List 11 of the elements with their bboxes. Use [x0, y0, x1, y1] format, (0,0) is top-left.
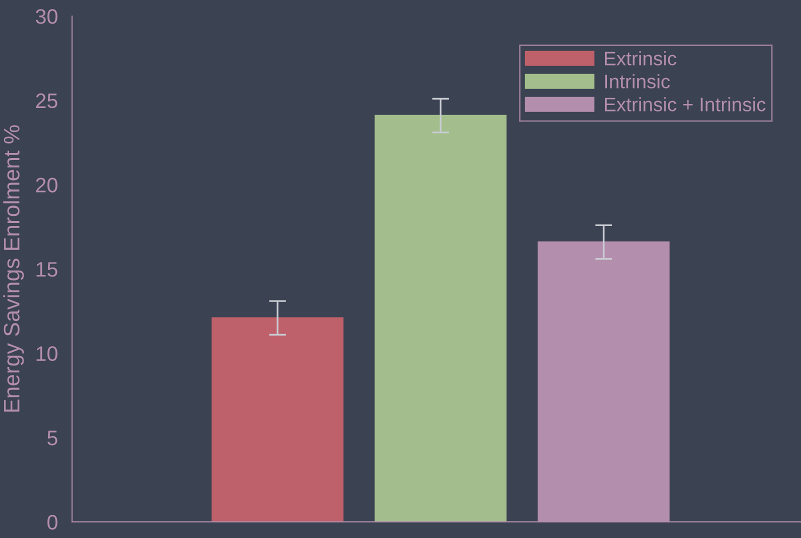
legend-label: Extrinsic + Intrinsic: [604, 97, 766, 112]
legend-label: Extrinsic: [604, 51, 676, 66]
y-tick-label: 0: [47, 514, 58, 530]
legend-label: Intrinsic: [605, 74, 670, 88]
y-tick-label: 5: [47, 430, 58, 446]
y-tick-label: 15: [36, 262, 58, 277]
y-tick-label: 25: [36, 93, 58, 108]
y-tick-label: 10: [36, 346, 58, 362]
y-tick-label: 20: [36, 178, 58, 192]
y-tick-label: 30: [36, 9, 58, 24]
y-axis-title: Energy Savings Enrolment %: [3, 125, 24, 412]
